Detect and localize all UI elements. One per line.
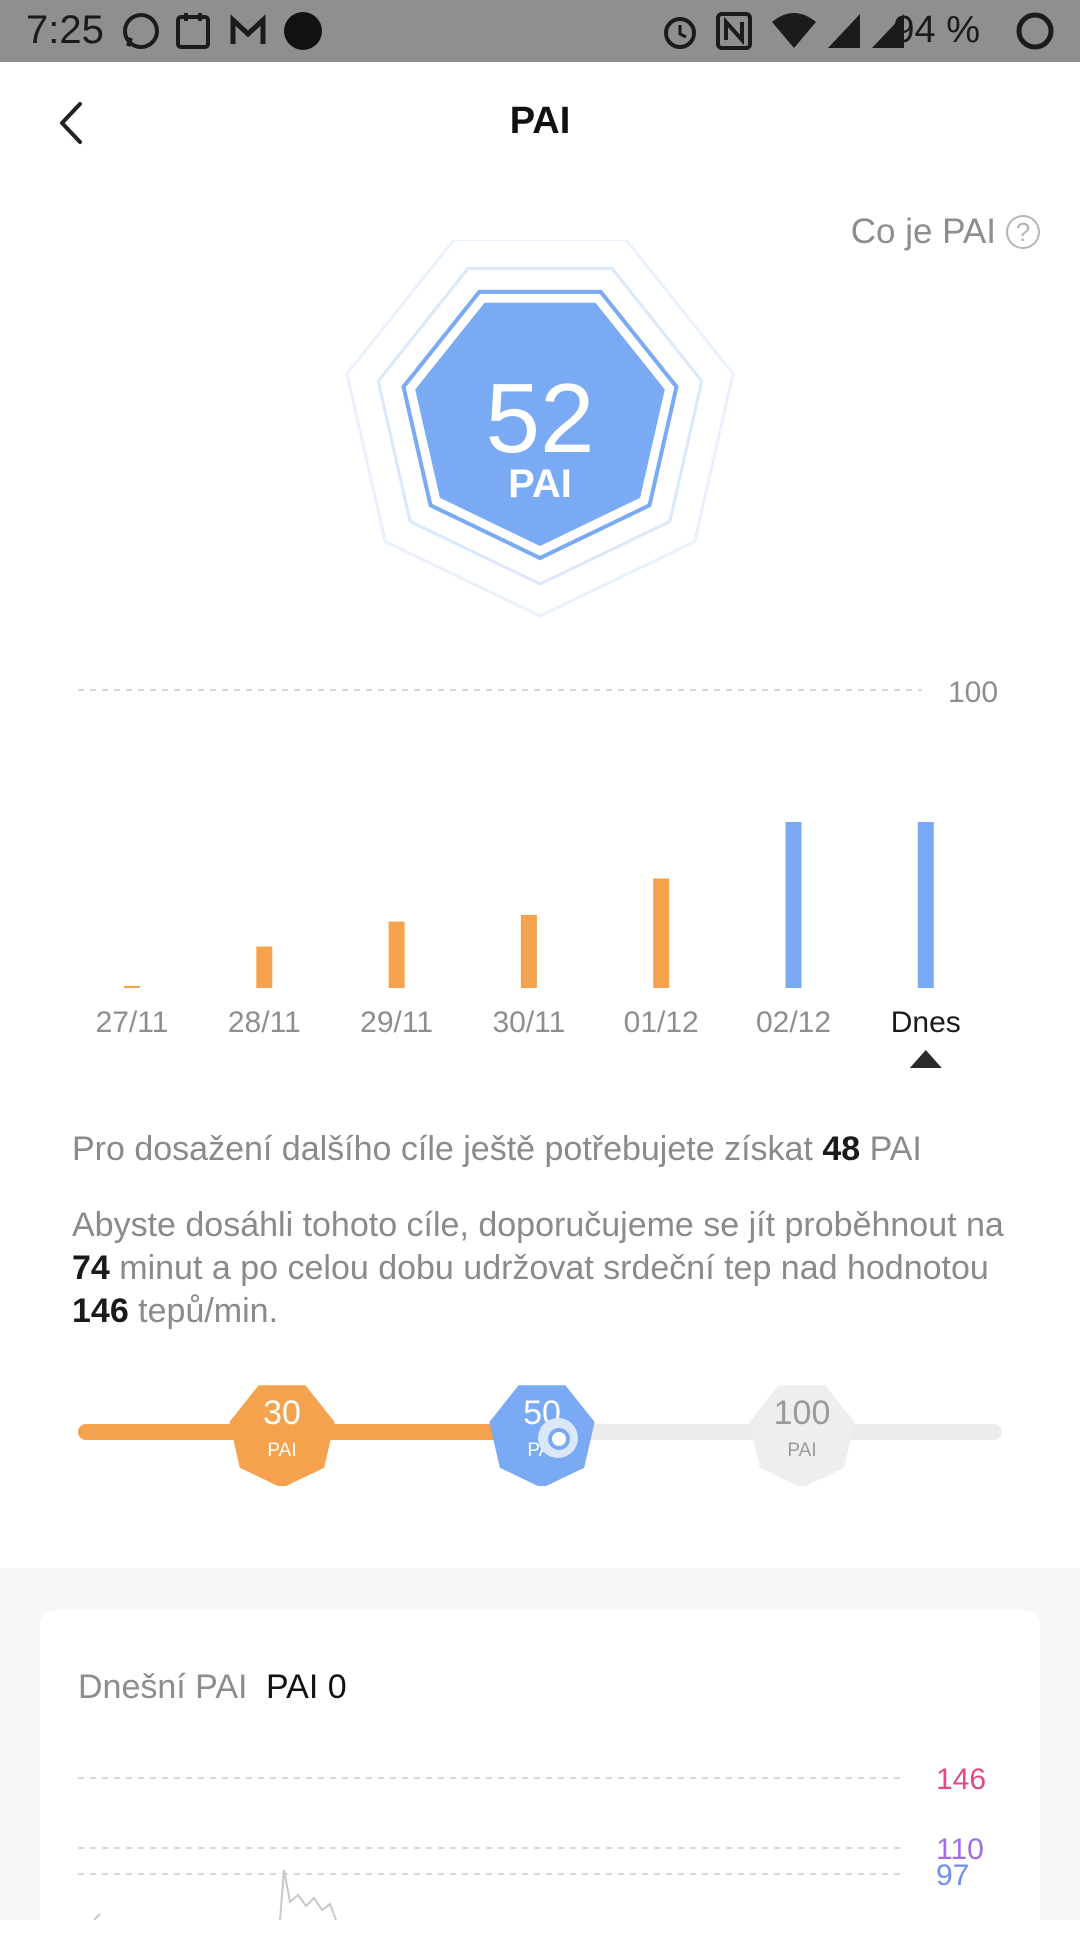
recommendation-text-a: Abyste dosáhli tohoto cíle, doporučujeme… — [72, 1206, 1004, 1244]
status-bar: 7:25 94 % — [0, 0, 1080, 62]
page-title: PAI — [509, 100, 571, 142]
milestone-unit: PAI — [787, 1440, 817, 1461]
alarm-icon — [664, 17, 696, 49]
score-heptagon — [415, 302, 665, 546]
back-arrow-icon[interactable] — [48, 96, 98, 150]
chart-ymax-label: 100 — [948, 676, 999, 709]
next-goal-text-a: Pro dosažení dalšího cíle ještě potřebuj… — [72, 1130, 823, 1168]
what-is-pai-link[interactable]: Co je PAI ? — [851, 212, 1040, 252]
bar-28/11[interactable] — [256, 946, 273, 989]
x-tick-30/11: 30/11 — [492, 1006, 565, 1039]
x-tick-Dnes: Dnes — [891, 1006, 961, 1039]
x-tick-27/11: 27/11 — [96, 1006, 169, 1039]
notification-dot-icon — [284, 12, 322, 50]
outer-ring — [345, 240, 735, 618]
x-tick-28/11: 28/11 — [228, 1006, 301, 1039]
hr-trace-start — [93, 1913, 101, 1920]
milestone-30-badge: 30 PAI — [228, 1378, 336, 1488]
progress-ring — [401, 289, 679, 561]
hr-level-label-110: 110 — [936, 1833, 984, 1866]
bar-Dnes[interactable] — [917, 822, 934, 988]
recommendation-text-b: minut a po celou dobu udržovat srdeční t… — [109, 1249, 989, 1287]
milestone-unit: PAI — [267, 1440, 297, 1461]
bar-01/12[interactable] — [653, 878, 670, 988]
progress-marker — [538, 1418, 579, 1458]
bar-30/11[interactable] — [520, 914, 537, 988]
battery-ring-icon — [1016, 12, 1054, 50]
gmail-icon — [230, 14, 266, 44]
wifi-icon — [772, 13, 816, 48]
question-mark-icon: ? — [1006, 215, 1040, 249]
what-is-pai-label: Co je PAI — [850, 212, 996, 251]
pai-score-value: 52 — [485, 363, 595, 473]
milestone-value: 30 — [263, 1394, 301, 1432]
recommendation-text: Abyste dosáhli tohoto cíle, doporučujeme… — [72, 1204, 1022, 1333]
battery-percent: 94 % — [893, 9, 980, 51]
milestone-heptagon — [749, 1385, 855, 1488]
signal-icon — [828, 14, 860, 48]
bar-29/11[interactable] — [388, 921, 405, 988]
today-pai-value: PAI 0 — [266, 1668, 347, 1706]
milestone-100-badge: 100 PAI — [748, 1378, 856, 1488]
pai-score-badge — [345, 240, 735, 618]
next-goal-text: Pro dosažení dalšího cíle ještě potřebuj… — [72, 1128, 1022, 1171]
remaining-pai-value: 48 — [822, 1130, 861, 1168]
calendar-icon — [176, 13, 210, 49]
selected-day-indicator-icon — [909, 1050, 942, 1068]
whatsapp-icon — [123, 13, 159, 49]
signal-icon-2 — [872, 14, 904, 48]
today-pai-label: Dnešní PAI — [78, 1668, 248, 1706]
bar-27/11[interactable] — [124, 986, 140, 988]
bar-02/12[interactable] — [785, 822, 802, 988]
hr-level-label-146: 146 — [936, 1763, 986, 1796]
today-pai-card[interactable] — [40, 1610, 1040, 1940]
x-tick-01/12: 01/12 — [624, 1006, 699, 1039]
next-goal-text-b: PAI — [860, 1130, 922, 1168]
x-tick-29/11: 29/11 — [360, 1006, 433, 1039]
nfc-icon — [716, 12, 752, 50]
recommended-bpm: 146 — [72, 1292, 129, 1330]
hr-trace — [279, 1869, 337, 1920]
milestone-heptagon — [229, 1385, 335, 1488]
pai-history-chart: 27/11 28/11 29/11 30/11 01/12 02/12 Dnes — [78, 689, 961, 1068]
recommended-minutes: 74 — [72, 1249, 110, 1287]
hr-level-label-97: 97 — [936, 1859, 969, 1892]
x-tick-02/12: 02/12 — [756, 1006, 831, 1039]
pai-score-unit: PAI — [508, 462, 572, 506]
milestone-value: 100 — [773, 1394, 831, 1432]
middle-ring — [376, 266, 704, 586]
status-time: 7:25 — [26, 8, 104, 52]
recommendation-text-c: tepů/min. — [128, 1292, 279, 1330]
